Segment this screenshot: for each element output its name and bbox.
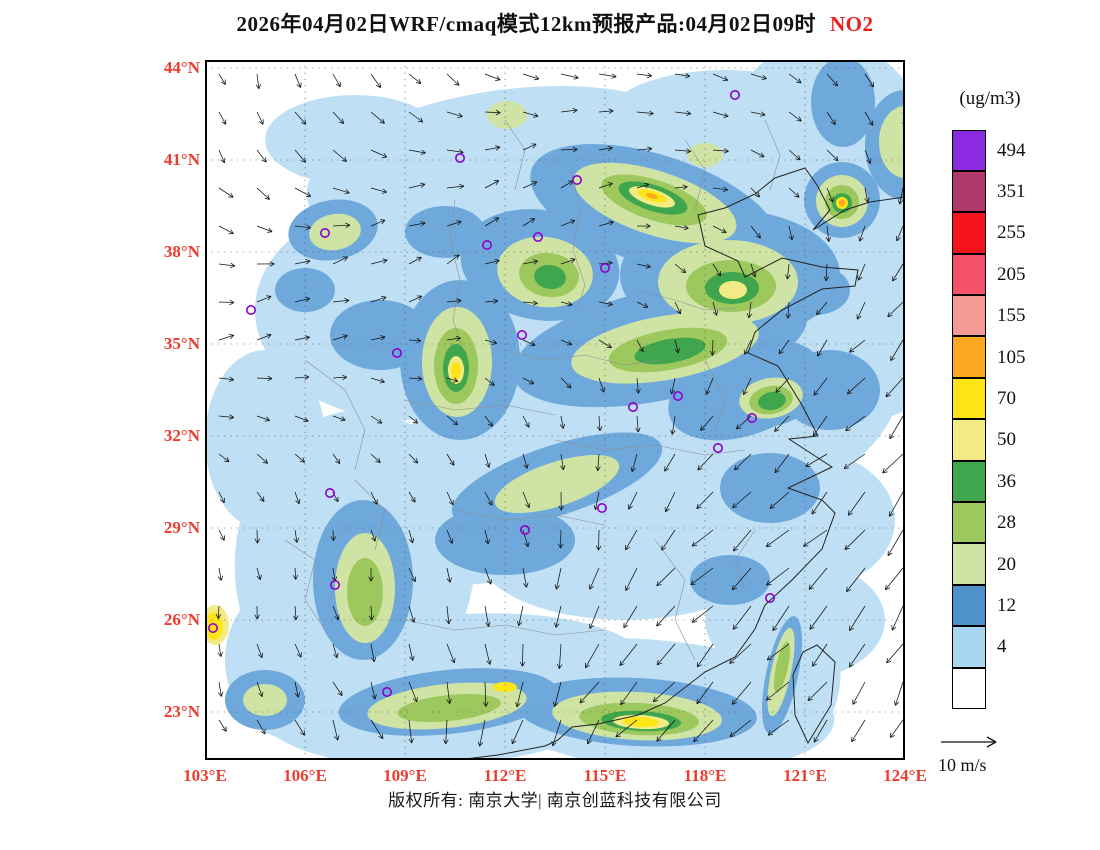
legend-value: 20: [997, 553, 1016, 575]
legend-value: 351: [997, 181, 1026, 203]
title-text: 2026年04月02日WRF/cmaq模式12km预报产品:04月02日09时: [236, 12, 816, 36]
legend-row: 105: [952, 336, 1037, 378]
legend-swatch: [952, 584, 986, 627]
legend-swatch: [952, 212, 986, 254]
lat-label: 38°N: [163, 242, 200, 261]
lat-label: 32°N: [163, 426, 200, 445]
legend-swatch: [952, 129, 986, 171]
lat-label: 41°N: [163, 150, 200, 169]
lon-label: 124°E: [883, 766, 927, 785]
copyright-footer: 版权所有: 南京大学| 南京创蓝科技有限公司: [388, 791, 722, 810]
lat-label: 35°N: [163, 334, 200, 353]
legend-colorbar: 494 351 255 205 155 105 70 50 36 28 20 12 4: [952, 129, 1037, 709]
legend-row: 494: [952, 129, 1037, 171]
title-species: NO2: [830, 12, 874, 36]
lon-label: 112°E: [483, 766, 527, 785]
legend-swatch: [952, 502, 986, 544]
legend-swatch: [952, 460, 986, 503]
legend-value: 205: [997, 263, 1026, 285]
legend-value: 36: [997, 470, 1016, 492]
legend-swatch: [952, 336, 986, 378]
lat-label: 44°N: [163, 58, 200, 77]
legend-value: 70: [997, 388, 1016, 410]
wind-scale-arrow-icon: [941, 736, 997, 748]
legend-value: 105: [997, 346, 1026, 368]
legend-row: 28: [952, 502, 1037, 544]
legend-units-label: (ug/m3): [959, 88, 1021, 109]
wind-scale-label: 10 m/s: [938, 755, 987, 775]
legend-value: 494: [997, 139, 1026, 161]
legend-row: 12: [952, 584, 1037, 627]
legend-swatch: [952, 543, 986, 585]
lon-label: 106°E: [283, 766, 327, 785]
legend-swatch: [952, 626, 986, 668]
legend-value: 4: [997, 636, 1007, 658]
legend-row: 351: [952, 170, 1037, 213]
legend-row: 155: [952, 295, 1037, 337]
lon-label: 115°E: [583, 766, 627, 785]
legend-value: 28: [997, 512, 1016, 534]
lon-label: 103°E: [183, 766, 227, 785]
legend-row: 205: [952, 253, 1037, 296]
legend-swatch: [952, 253, 986, 296]
legend-row: 4: [952, 626, 1037, 668]
legend-swatch: [952, 419, 986, 461]
legend-swatch: [952, 295, 986, 337]
legend-row: 20: [952, 543, 1037, 585]
forecast-map: [205, 60, 905, 760]
lon-label: 121°E: [783, 766, 827, 785]
legend-row: 70: [952, 377, 1037, 420]
legend-swatch: [952, 170, 986, 213]
legend-row: 36: [952, 460, 1037, 503]
page-title: 2026年04月02日WRF/cmaq模式12km预报产品:04月02日09时 N…: [150, 8, 960, 38]
legend-value: 155: [997, 305, 1026, 327]
legend-swatch: [952, 667, 986, 709]
wind-scale: 10 m/s: [938, 733, 1028, 776]
legend-value: 12: [997, 594, 1016, 616]
legend-row: [952, 667, 1037, 709]
lat-label: 29°N: [163, 518, 200, 537]
legend-value: 50: [997, 429, 1016, 451]
legend-row: 255: [952, 212, 1037, 254]
legend-row: 50: [952, 419, 1037, 461]
lat-label: 23°N: [163, 702, 200, 721]
lon-label: 118°E: [683, 766, 727, 785]
lon-label: 109°E: [383, 766, 427, 785]
lat-label: 26°N: [163, 610, 200, 629]
legend-value: 255: [997, 222, 1026, 244]
legend-swatch: [952, 377, 986, 420]
